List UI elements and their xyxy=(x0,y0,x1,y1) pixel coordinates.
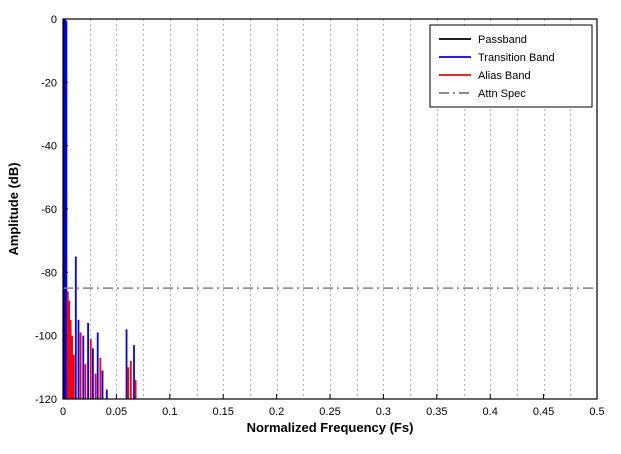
gridlines xyxy=(90,19,571,399)
y-tick-label: -120 xyxy=(35,394,57,406)
legend-entry-label: Passband xyxy=(478,34,527,46)
x-tick-label: 0.5 xyxy=(589,406,604,418)
x-axis-label: Normalized Frequency (Fs) xyxy=(246,420,414,435)
y-axis: 0 -20 -40 -60 -80 -100 -120 xyxy=(35,14,68,406)
legend: Passband Transition Band Alias Band Attn Sp… xyxy=(429,24,593,108)
x-tick-label: 0.1 xyxy=(162,406,177,418)
y-tick-label: 0 xyxy=(51,14,57,26)
y-tick-label: -100 xyxy=(35,331,57,343)
y-tick-label: -20 xyxy=(41,77,57,89)
x-tick-label: 0.05 xyxy=(106,406,127,418)
x-tick-label: 0.4 xyxy=(483,406,498,418)
y-tick-label: -40 xyxy=(41,141,57,153)
y-tick-label: -80 xyxy=(41,267,57,279)
y-tick-label: -60 xyxy=(41,204,57,216)
x-tick-label: 0.3 xyxy=(376,406,391,418)
x-tick-label: 0.2 xyxy=(269,406,284,418)
x-tick-label: 0.35 xyxy=(426,406,447,418)
x-tick-label: 0.25 xyxy=(319,406,340,418)
x-axis: 0 0.05 0.1 0.15 0.2 0.25 0.3 0.35 0.4 0.45 0.5 xyxy=(60,394,605,418)
series-alias-band xyxy=(66,291,137,399)
x-tick-label: 0.45 xyxy=(533,406,554,418)
legend-entry-label: Alias Band xyxy=(478,70,531,82)
x-tick-label: 0.15 xyxy=(212,406,233,418)
y-axis-label: Amplitude (dB) xyxy=(6,162,21,256)
legend-entry-label: Attn Spec xyxy=(478,88,526,100)
legend-entry-label: Transition Band xyxy=(478,52,555,64)
x-tick-label: 0 xyxy=(60,406,66,418)
